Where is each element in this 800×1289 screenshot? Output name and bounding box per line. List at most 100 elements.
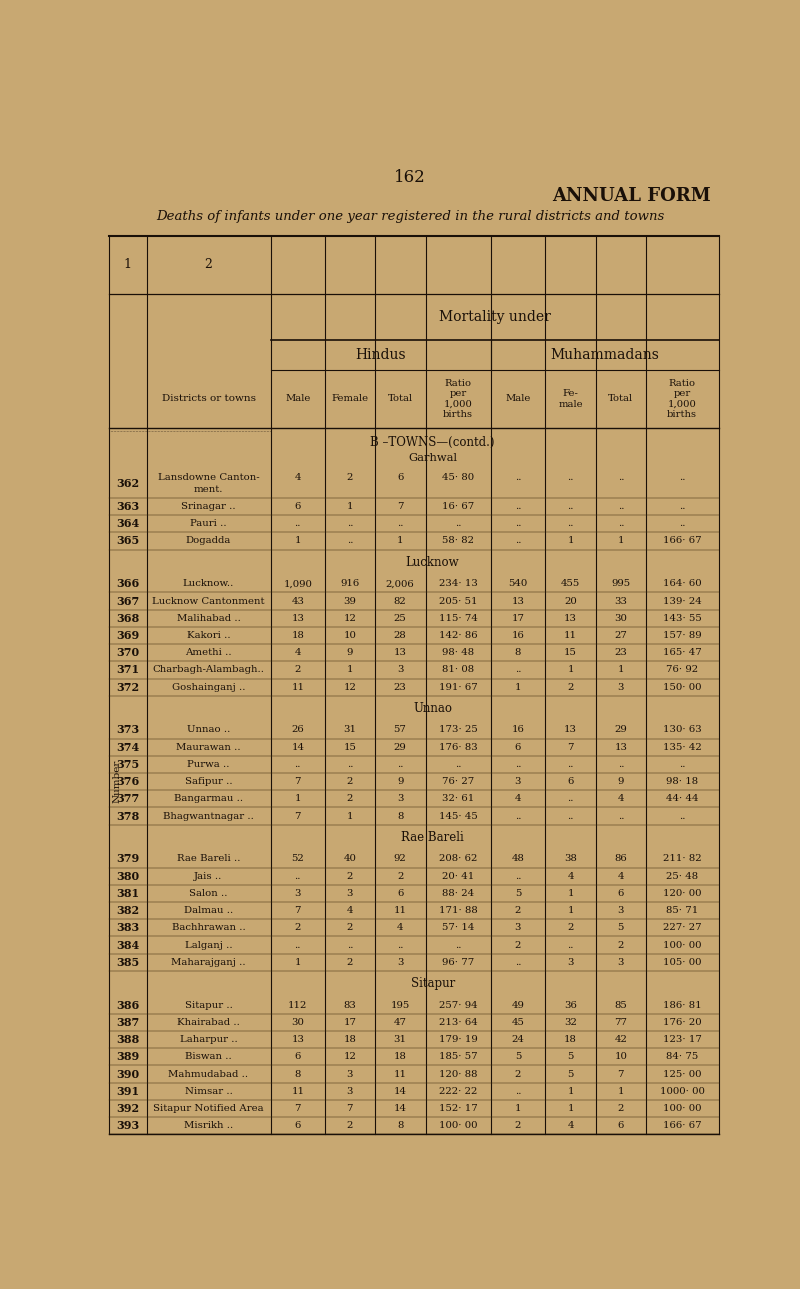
Text: 100· 00: 100· 00 xyxy=(663,1103,702,1112)
Text: 3: 3 xyxy=(514,777,521,786)
Text: Bhagwantnagar ..: Bhagwantnagar .. xyxy=(163,812,254,821)
Text: 3: 3 xyxy=(397,665,403,674)
Text: 4: 4 xyxy=(294,648,301,657)
Text: 18: 18 xyxy=(564,1035,577,1044)
Text: 386: 386 xyxy=(116,1000,139,1011)
Text: 1: 1 xyxy=(567,889,574,898)
Text: 88· 24: 88· 24 xyxy=(442,889,474,898)
Text: 3: 3 xyxy=(514,923,521,932)
Text: 205· 51: 205· 51 xyxy=(438,597,478,606)
Text: 13: 13 xyxy=(394,648,406,657)
Text: 38: 38 xyxy=(564,855,577,864)
Text: 20: 20 xyxy=(564,597,577,606)
Text: 2: 2 xyxy=(346,1121,353,1130)
Text: 363: 363 xyxy=(116,501,139,512)
Text: 376: 376 xyxy=(116,776,139,788)
Text: 2: 2 xyxy=(567,923,574,932)
Text: ..: .. xyxy=(294,761,301,770)
Text: 42: 42 xyxy=(614,1035,627,1044)
Text: 368: 368 xyxy=(116,612,139,624)
Text: 208· 62: 208· 62 xyxy=(439,855,478,864)
Text: 916: 916 xyxy=(340,579,359,588)
Text: Maurawan ..: Maurawan .. xyxy=(176,742,241,751)
Text: 9: 9 xyxy=(618,777,624,786)
Text: 5: 5 xyxy=(514,889,521,898)
Text: 47: 47 xyxy=(394,1018,406,1027)
Text: 11: 11 xyxy=(394,906,406,915)
Text: 5: 5 xyxy=(567,1052,574,1061)
Text: Female: Female xyxy=(331,394,369,403)
Text: ..: .. xyxy=(567,794,574,803)
Text: 98· 18: 98· 18 xyxy=(666,777,698,786)
Text: Safipur ..: Safipur .. xyxy=(185,777,232,786)
Text: 372: 372 xyxy=(116,682,139,692)
Text: 2: 2 xyxy=(514,1121,521,1130)
Text: Amethi ..: Amethi .. xyxy=(185,648,232,657)
Text: 176· 83: 176· 83 xyxy=(438,742,478,751)
Text: 362: 362 xyxy=(116,478,139,489)
Text: 1: 1 xyxy=(294,536,301,545)
Text: 2: 2 xyxy=(618,1103,624,1112)
Text: 96· 77: 96· 77 xyxy=(442,958,474,967)
Text: 4: 4 xyxy=(618,871,624,880)
Text: Goshainganj ..: Goshainganj .. xyxy=(172,683,246,692)
Text: 2: 2 xyxy=(514,1070,521,1079)
Text: 49: 49 xyxy=(511,1000,524,1009)
Text: 2: 2 xyxy=(346,923,353,932)
Text: 366: 366 xyxy=(116,579,139,589)
Text: 171· 88: 171· 88 xyxy=(438,906,478,915)
Text: 1: 1 xyxy=(618,665,624,674)
Text: ..: .. xyxy=(294,519,301,528)
Text: Purwa ..: Purwa .. xyxy=(187,761,230,770)
Text: 1: 1 xyxy=(397,536,403,545)
Text: 5: 5 xyxy=(567,1070,574,1079)
Text: 4: 4 xyxy=(567,1121,574,1130)
Text: ..: .. xyxy=(567,761,574,770)
Text: ..: .. xyxy=(567,519,574,528)
Text: 6: 6 xyxy=(294,1121,301,1130)
Text: ..: .. xyxy=(346,761,353,770)
Text: 13: 13 xyxy=(511,597,524,606)
Text: 17: 17 xyxy=(511,614,524,623)
Text: 392: 392 xyxy=(116,1103,139,1114)
Text: 6: 6 xyxy=(294,501,301,510)
Text: ..: .. xyxy=(514,536,521,545)
Text: 13: 13 xyxy=(564,726,577,735)
Text: 32: 32 xyxy=(564,1018,577,1027)
Text: ..: .. xyxy=(618,501,624,510)
Text: Lansdowne Canton-: Lansdowne Canton- xyxy=(158,473,259,482)
Text: 7: 7 xyxy=(397,501,403,510)
Text: 387: 387 xyxy=(116,1017,139,1027)
Text: 7: 7 xyxy=(294,906,301,915)
Text: 120· 00: 120· 00 xyxy=(663,889,702,898)
Text: ..: .. xyxy=(618,812,624,821)
Text: Lucknow Cantonment: Lucknow Cantonment xyxy=(152,597,265,606)
Text: Garhwal: Garhwal xyxy=(408,452,457,463)
Text: 540: 540 xyxy=(508,579,527,588)
Text: ANNUAL FORM: ANNUAL FORM xyxy=(552,187,710,205)
Text: 1,090: 1,090 xyxy=(283,579,312,588)
Text: ..: .. xyxy=(679,812,686,821)
Text: 48: 48 xyxy=(511,855,524,864)
Text: 31: 31 xyxy=(343,726,356,735)
Text: 385: 385 xyxy=(116,956,139,968)
Text: 28: 28 xyxy=(394,632,406,639)
Text: 58· 82: 58· 82 xyxy=(442,536,474,545)
Text: 211· 82: 211· 82 xyxy=(663,855,702,864)
Text: 8: 8 xyxy=(397,812,403,821)
Text: Number: Number xyxy=(113,759,122,803)
Text: Biswan ..: Biswan .. xyxy=(185,1052,232,1061)
Text: 30: 30 xyxy=(291,1018,304,1027)
Text: 123· 17: 123· 17 xyxy=(662,1035,702,1044)
Text: 7: 7 xyxy=(294,777,301,786)
Text: 20· 41: 20· 41 xyxy=(442,871,474,880)
Text: 2: 2 xyxy=(346,794,353,803)
Text: 4: 4 xyxy=(346,906,353,915)
Text: 45· 80: 45· 80 xyxy=(442,473,474,482)
Text: 4: 4 xyxy=(618,794,624,803)
Text: 3: 3 xyxy=(346,1087,353,1096)
Text: 1: 1 xyxy=(346,501,353,510)
Text: 31: 31 xyxy=(394,1035,406,1044)
Text: Kakori ..: Kakori .. xyxy=(186,632,230,639)
Text: 364: 364 xyxy=(116,518,139,530)
